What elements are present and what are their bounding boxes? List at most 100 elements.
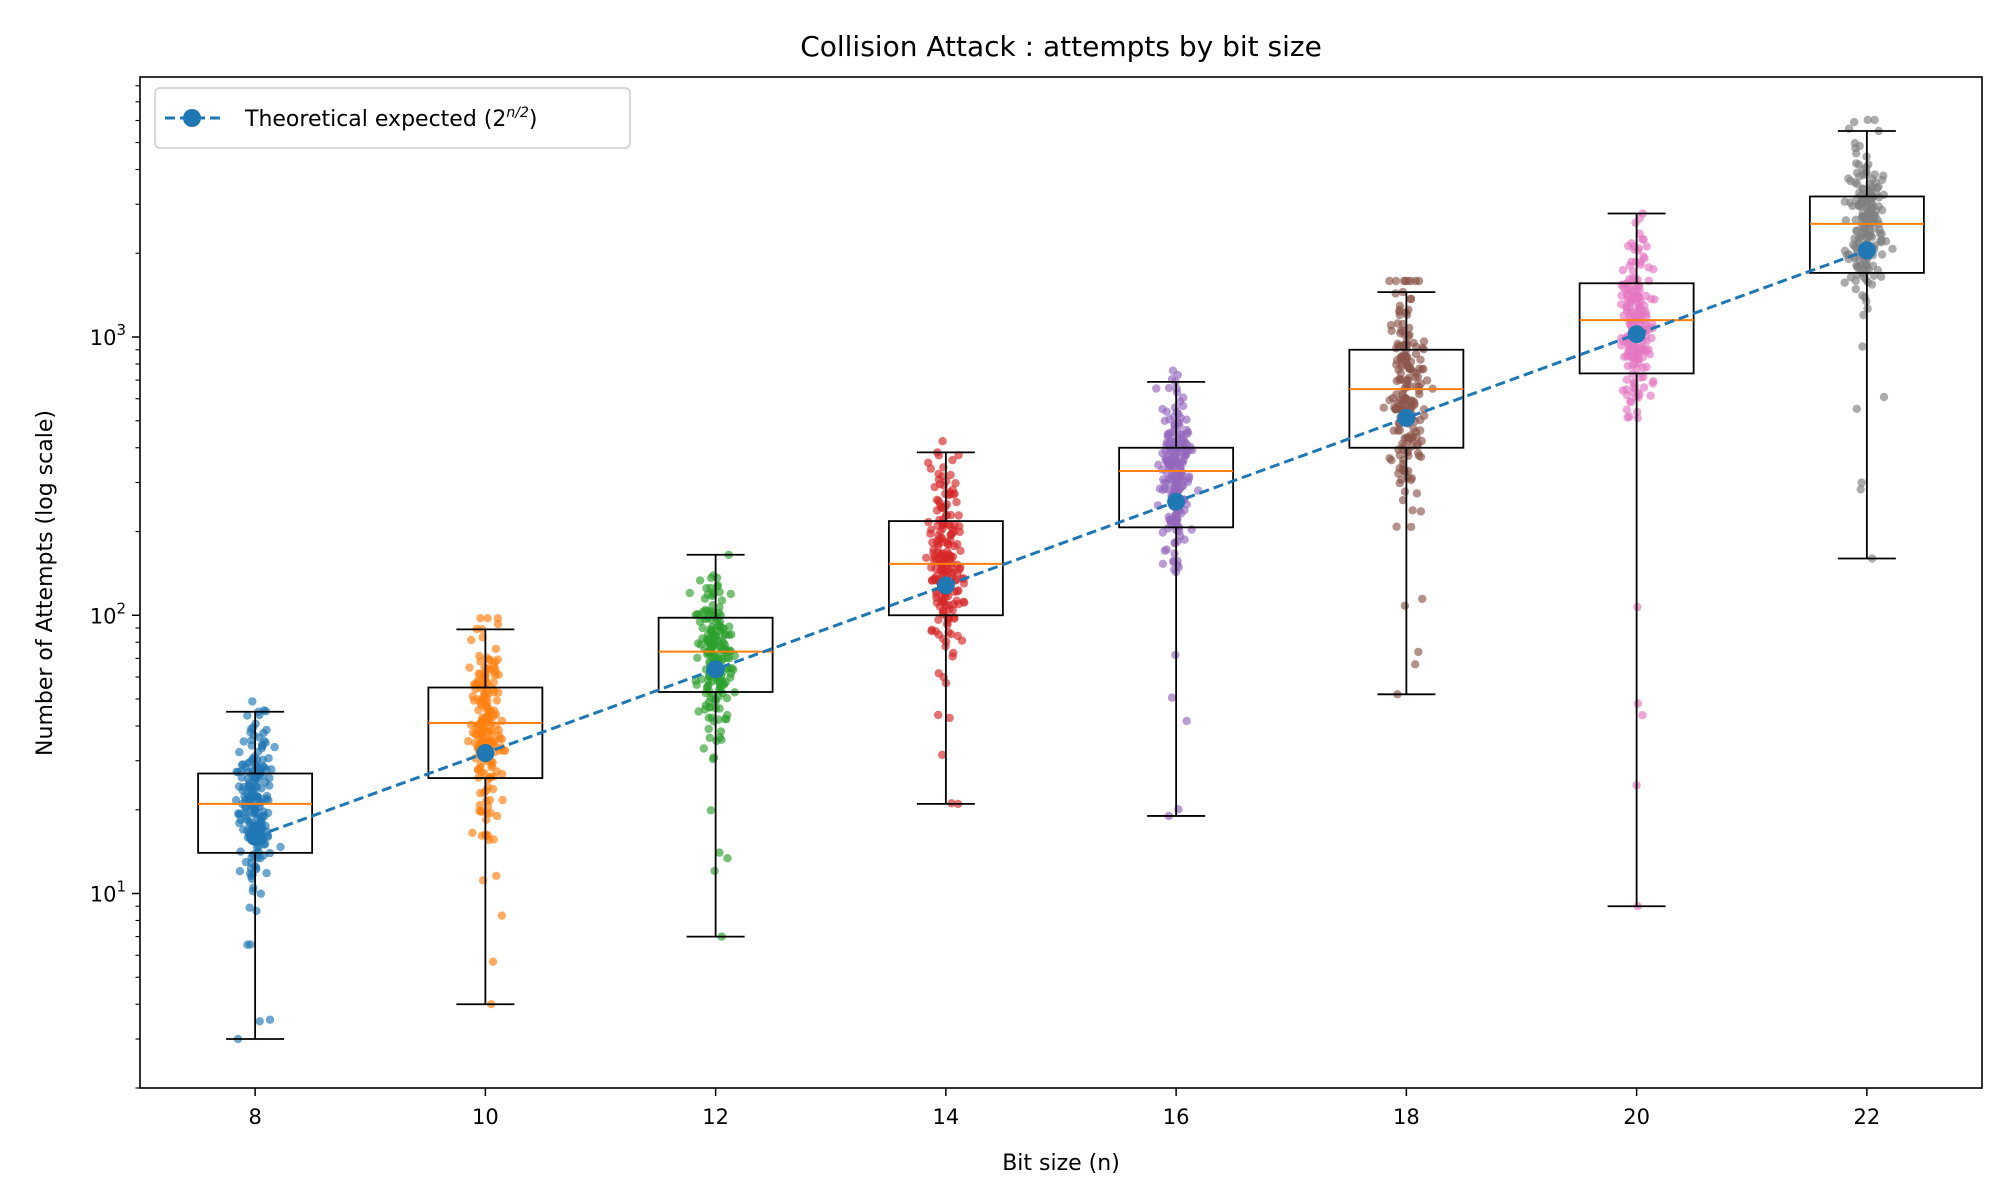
trial-point (694, 707, 703, 716)
trial-point (476, 788, 485, 798)
trial-point (1636, 373, 1646, 382)
y-tick-exponent: 1 (116, 878, 126, 896)
x-tick-label: 10 (472, 1105, 499, 1129)
trial-point (1172, 388, 1182, 397)
trial-point (1630, 360, 1639, 369)
trial-point (1644, 263, 1653, 272)
trial-point (257, 740, 267, 750)
trial-point (465, 663, 474, 672)
trial-point (236, 847, 245, 856)
legend-box (154, 87, 631, 149)
y-tick-label: 101 (90, 878, 126, 907)
trial-point (938, 537, 947, 547)
legend: Theoretical expected (2n/2) (154, 87, 631, 149)
trial-point (1622, 375, 1632, 384)
trial-point (1397, 402, 1407, 412)
trial-point (953, 587, 962, 596)
trial-point (235, 747, 244, 757)
trial-point (705, 609, 714, 618)
trial-point (238, 760, 247, 769)
trial-point (702, 584, 711, 593)
trial-point (1648, 379, 1658, 388)
trial-point (939, 481, 949, 490)
trial-point (1413, 372, 1423, 382)
trial-point (265, 1015, 275, 1024)
trial-point (717, 735, 726, 744)
y-tick-base: 10 (90, 604, 117, 628)
trial-point (244, 795, 253, 804)
trial-point (1844, 174, 1853, 183)
legend-marker-sample (183, 109, 201, 127)
theoretical-series-line (254, 248, 1868, 839)
trial-point (483, 614, 492, 623)
trial-point (1419, 364, 1428, 374)
trial-point (1182, 716, 1191, 726)
trial-point (1877, 250, 1887, 259)
trial-point (1875, 225, 1884, 234)
trial-point (488, 957, 498, 966)
trial-point (1395, 426, 1405, 435)
trial-point (1850, 242, 1859, 251)
trial-point (464, 737, 473, 746)
chart-title: Collision Attack : attempts by bit size (800, 30, 1322, 63)
trial-point (1635, 347, 1644, 356)
y-axis-label: Number of Attempts (log scale) (33, 410, 58, 756)
trial-point (256, 816, 265, 825)
trial-point (952, 596, 961, 605)
trial-point (1385, 396, 1394, 405)
trial-point (1406, 294, 1416, 304)
trial-point (1408, 506, 1417, 515)
trial-point (705, 733, 714, 742)
trial-point (256, 889, 266, 898)
trial-point (1170, 549, 1179, 558)
box-iqr (1808, 195, 1925, 274)
trial-point (1840, 278, 1849, 287)
trial-point (1627, 239, 1636, 248)
trial-point (1170, 539, 1180, 548)
trial-point (709, 753, 719, 762)
trial-point (1400, 601, 1410, 610)
trial-point (1888, 244, 1897, 253)
trial-point (482, 815, 491, 824)
trial-point (724, 654, 734, 663)
trial-point (1392, 522, 1401, 531)
trial-point (1638, 711, 1647, 720)
trial-point (1642, 362, 1651, 372)
trial-point (1397, 359, 1407, 368)
trial-point (932, 555, 941, 564)
trial-point (1626, 344, 1635, 354)
trial-point (476, 657, 485, 666)
trial-point (1852, 404, 1862, 413)
trial-point (276, 842, 285, 852)
trial-point (247, 724, 256, 733)
box-18 (1348, 291, 1465, 696)
trial-point (1385, 276, 1394, 286)
plot-frame (139, 76, 1983, 1089)
trial-point (1631, 311, 1640, 320)
trial-point (1175, 484, 1185, 493)
theoretical-line (246, 241, 1876, 846)
trial-point (1416, 507, 1426, 516)
trial-point (1405, 330, 1414, 340)
trial-point (1646, 391, 1655, 400)
trial-point (493, 619, 503, 629)
trial-point (249, 809, 259, 818)
trial-point (1159, 475, 1168, 484)
trial-point (259, 728, 268, 738)
trial-point (926, 529, 935, 538)
trial-point (1645, 350, 1655, 359)
trial-point (1840, 246, 1850, 256)
trial-point (949, 648, 958, 658)
trial-point (1850, 117, 1859, 127)
trial-point (938, 750, 947, 759)
y-tick-base: 10 (90, 883, 117, 907)
trial-point (1628, 274, 1637, 283)
x-tick-label: 12 (702, 1105, 729, 1129)
y-tick-base: 10 (90, 326, 117, 350)
trial-point (1420, 411, 1429, 420)
trial-point (1623, 361, 1633, 371)
trial-point (706, 806, 716, 815)
trial-point (936, 566, 946, 575)
